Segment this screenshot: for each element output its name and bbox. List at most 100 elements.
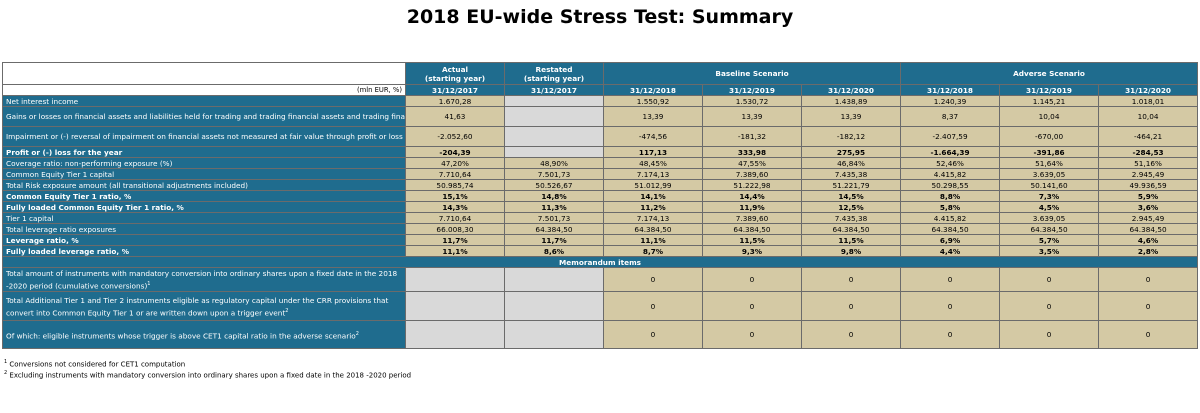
row-label: Leverage ratio, %: [2, 234, 406, 246]
value-cell: 3.639,05: [999, 168, 1100, 180]
value-cell: 333,98: [702, 146, 802, 158]
value-cell: 47,55%: [702, 157, 802, 169]
value-cell: 51.221,79: [800, 179, 902, 191]
header-date: 31/12/2020: [800, 84, 902, 96]
header-date: 31/12/2019: [999, 84, 1100, 96]
value-cell: 5,9%: [1098, 190, 1199, 202]
unit-label: (mln EUR, %): [2, 84, 406, 96]
value-cell: 3.639,05: [999, 212, 1100, 224]
value-cell: 12,5%: [800, 201, 902, 213]
header-corner: [2, 62, 406, 85]
header-baseline-scenario: Baseline Scenario: [602, 62, 902, 85]
value-cell: 41,63: [405, 106, 505, 127]
table-row: Net interest income 1.670,28 1.550,92 1.530…: [2, 95, 1199, 107]
value-cell: 0: [1098, 291, 1199, 322]
value-cell: 1.670,28: [405, 95, 505, 107]
header-date: 31/12/2020: [1098, 84, 1199, 96]
memo-row-footnote-mark: 1: [147, 281, 151, 287]
value-cell: 51.012,99: [603, 179, 703, 191]
value-cell: 11,3%: [504, 201, 604, 213]
value-cell: 4.415,82: [900, 168, 1001, 180]
value-cell: 8,6%: [504, 245, 604, 257]
table-row: Total Risk exposure amount (all transiti…: [2, 179, 1199, 191]
value-cell: 14,5%: [800, 190, 902, 202]
value-cell: -2.407,59: [900, 126, 1001, 147]
memo-row-label-text: Of which: eligible instruments whose tri…: [6, 331, 356, 341]
row-label: Gains or losses on financial assets and …: [2, 106, 406, 127]
table-row: Tier 1 capital 7.710,64 7.501,73 7.174,13 7.…: [2, 212, 1199, 224]
value-cell: 0: [800, 320, 902, 350]
value-cell: 0: [900, 291, 1001, 322]
value-cell: 48,45%: [603, 157, 703, 169]
value-cell: 64.384,50: [603, 223, 703, 235]
row-label: Common Equity Tier 1 capital: [2, 168, 406, 180]
value-cell: 47,20%: [405, 157, 505, 169]
value-cell: 13,39: [800, 106, 902, 127]
table-row: Total leverage ratio exposures 66.008,30 6…: [2, 223, 1199, 235]
value-cell: 9,3%: [702, 245, 802, 257]
value-cell: 7.501,73: [504, 212, 604, 224]
memo-row-label: Total amount of instruments with mandato…: [2, 266, 406, 293]
value-cell: 8,7%: [603, 245, 703, 257]
header-date: 31/12/2019: [702, 84, 802, 96]
table-row: Profit or (-) loss for the year -204,39 11…: [2, 146, 1199, 158]
value-cell: 6,9%: [900, 234, 1001, 246]
value-cell: 14,1%: [603, 190, 703, 202]
empty-cell: [504, 126, 604, 147]
value-cell: 11,1%: [603, 234, 703, 246]
value-cell: 14,4%: [702, 190, 802, 202]
page-title: 2018 EU-wide Stress Test: Summary: [406, 6, 794, 28]
value-cell: 4,5%: [999, 201, 1100, 213]
value-cell: -204,39: [405, 146, 505, 158]
row-label: Common Equity Tier 1 ratio, %: [2, 190, 406, 202]
value-cell: -2.052,60: [405, 126, 505, 147]
value-cell: 9,8%: [800, 245, 902, 257]
header-date: 31/12/2018: [603, 84, 703, 96]
memorandum-header-row: Memorandum items: [1, 256, 1199, 268]
value-cell: 0: [999, 266, 1100, 293]
row-label: Impairment or (-) reversal of impairment…: [2, 126, 406, 147]
value-cell: 64.384,50: [999, 223, 1100, 235]
empty-cell: [405, 291, 505, 322]
value-cell: 10,04: [999, 106, 1100, 127]
memo-row: Of which: eligible instruments whose tri…: [2, 320, 1199, 350]
empty-cell: [504, 106, 604, 127]
memo-row: Total Additional Tier 1 and Tier 2 instr…: [2, 291, 1199, 322]
value-cell: 13,39: [603, 106, 703, 127]
value-cell: -474,56: [603, 126, 703, 147]
empty-cell: [504, 320, 604, 350]
footnote-2-text: Excluding instruments with mandatory con…: [9, 371, 412, 380]
empty-cell: [504, 291, 604, 322]
value-cell: 0: [702, 320, 802, 350]
memo-row-footnote-mark: 2: [355, 330, 359, 337]
row-label: Fully loaded Common Equity Tier 1 ratio,…: [2, 201, 406, 213]
value-cell: 8,8%: [900, 190, 1001, 202]
value-cell: 13,39: [702, 106, 802, 127]
value-cell: 14,8%: [504, 190, 604, 202]
value-cell: 4,6%: [1098, 234, 1199, 246]
memo-row-footnote-mark: 2: [285, 307, 289, 314]
value-cell: 1.530,72: [702, 95, 802, 107]
value-cell: 5,8%: [900, 201, 1001, 213]
value-cell: 1.550,92: [603, 95, 703, 107]
table-row: Impairment or (-) reversal of impairment…: [2, 126, 1199, 147]
value-cell: 7.174,13: [603, 212, 703, 224]
value-cell: 7.174,13: [603, 168, 703, 180]
row-label: Coverage ratio: non-performing exposure …: [2, 157, 406, 169]
value-cell: 64.384,50: [1098, 223, 1199, 235]
memo-row-label: Of which: eligible instruments whose tri…: [2, 320, 406, 350]
footnote-1: 1 Conversions not considered for CET1 co…: [4, 359, 185, 368]
header-date: 31/12/2018: [900, 84, 1001, 96]
value-cell: 51,16%: [1098, 157, 1199, 169]
header-actual: Actual (starting year): [405, 62, 505, 85]
value-cell: 15,1%: [405, 190, 505, 202]
empty-cell: [504, 146, 604, 158]
value-cell: -1.664,39: [900, 146, 1001, 158]
value-cell: 14,3%: [405, 201, 505, 213]
value-cell: 50.985,74: [405, 179, 505, 191]
value-cell: 4.415,82: [900, 212, 1001, 224]
value-cell: 11,5%: [800, 234, 902, 246]
memo-row: Total amount of instruments with mandato…: [2, 266, 1199, 293]
value-cell: 11,5%: [702, 234, 802, 246]
value-cell: 8,37: [900, 106, 1001, 127]
